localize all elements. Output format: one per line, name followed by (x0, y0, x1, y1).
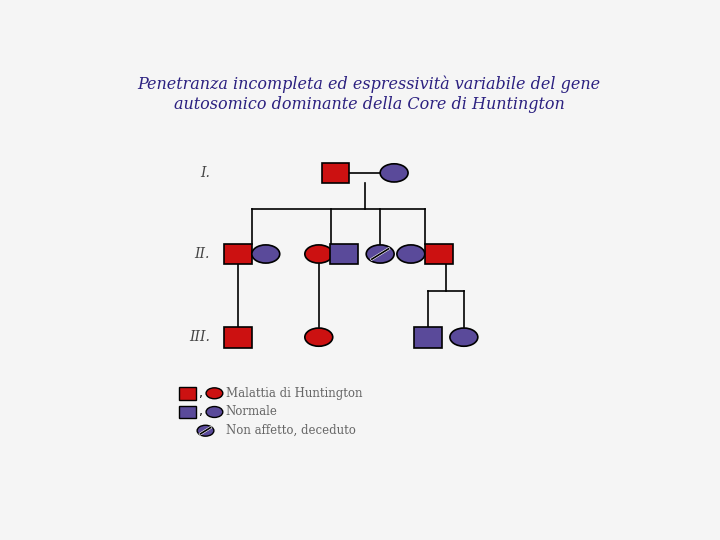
Text: autosomico dominante della Core di Huntington: autosomico dominante della Core di Hunti… (174, 96, 564, 113)
Text: ,: , (199, 406, 203, 419)
Ellipse shape (206, 407, 222, 417)
Ellipse shape (380, 164, 408, 182)
Ellipse shape (305, 328, 333, 346)
Ellipse shape (305, 245, 333, 263)
Bar (425, 244, 453, 265)
Text: Penetranza incompleta ed espressività variabile del gene: Penetranza incompleta ed espressività va… (138, 75, 600, 93)
Text: Non affetto, deceduto: Non affetto, deceduto (225, 424, 356, 437)
Text: II.: II. (194, 247, 210, 261)
Bar (322, 163, 349, 183)
Bar (330, 244, 358, 265)
Text: III.: III. (189, 330, 210, 344)
Bar (179, 406, 196, 418)
Text: ,: , (199, 387, 203, 400)
Ellipse shape (252, 245, 279, 263)
Ellipse shape (450, 328, 478, 346)
Bar (179, 387, 196, 400)
Text: I.: I. (200, 166, 210, 180)
Bar (224, 244, 252, 265)
Bar (224, 327, 252, 348)
Bar (413, 327, 441, 348)
Text: Malattia di Huntington: Malattia di Huntington (225, 387, 362, 400)
Ellipse shape (197, 425, 214, 436)
Ellipse shape (366, 245, 394, 263)
Text: Normale: Normale (225, 406, 277, 419)
Ellipse shape (206, 388, 222, 399)
Ellipse shape (397, 245, 425, 263)
